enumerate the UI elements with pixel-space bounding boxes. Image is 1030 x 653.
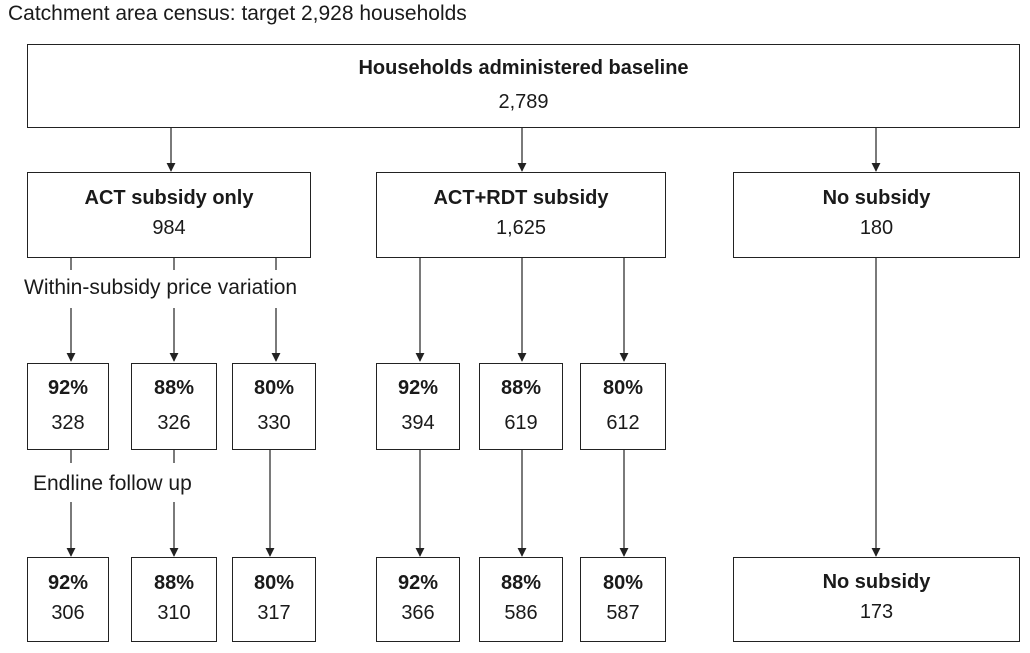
mid-pct: 80%: [602, 377, 644, 399]
baseline-count: 2,789: [498, 91, 549, 113]
end-no-subsidy-title: No subsidy: [822, 571, 931, 593]
mid-box: 80% 330: [232, 363, 316, 450]
end-box: 80% 317: [232, 557, 316, 642]
mid-box: 92% 328: [27, 363, 109, 450]
end-count: 306: [51, 602, 85, 624]
end-count: 317: [257, 602, 291, 624]
mid-count: 394: [401, 412, 435, 434]
arm-title: ACT+RDT subsidy: [433, 187, 609, 209]
end-pct: 88%: [500, 572, 542, 594]
diagram-title: Catchment area census: target 2,928 hous…: [8, 2, 467, 25]
arm-title: ACT subsidy only: [84, 187, 254, 209]
end-count: 587: [606, 602, 640, 624]
baseline-title: Households administered baseline: [358, 57, 689, 79]
arm-count: 1,625: [495, 217, 547, 239]
mid-box: 92% 394: [376, 363, 460, 450]
endline-label: Endline follow up: [31, 472, 194, 496]
arm-act-rdt-box: ACT+RDT subsidy 1,625: [376, 172, 666, 258]
end-box: 80% 587: [580, 557, 666, 642]
end-pct: 80%: [253, 572, 295, 594]
mid-pct: 92%: [47, 377, 89, 399]
mid-count: 619: [504, 412, 538, 434]
mid-pct: 88%: [153, 377, 195, 399]
arm-act-only-box: ACT subsidy only 984: [27, 172, 311, 258]
end-box: 88% 310: [131, 557, 217, 642]
end-pct: 88%: [153, 572, 195, 594]
mid-count: 328: [51, 412, 85, 434]
mid-box: 88% 619: [479, 363, 563, 450]
mid-pct: 88%: [500, 377, 542, 399]
mid-pct: 80%: [253, 377, 295, 399]
arm-count: 984: [152, 217, 186, 239]
end-box: 88% 586: [479, 557, 563, 642]
end-no-subsidy-box: No subsidy 173: [733, 557, 1020, 642]
end-box: 92% 366: [376, 557, 460, 642]
mid-box: 88% 326: [131, 363, 217, 450]
end-pct: 92%: [397, 572, 439, 594]
arm-count: 180: [859, 217, 894, 239]
mid-box: 80% 612: [580, 363, 666, 450]
mid-count: 330: [257, 412, 291, 434]
end-no-subsidy-count: 173: [859, 601, 894, 623]
mid-count: 612: [606, 412, 640, 434]
end-count: 366: [401, 602, 435, 624]
end-box: 92% 306: [27, 557, 109, 642]
arm-no-subsidy-box: No subsidy 180: [733, 172, 1020, 258]
end-count: 586: [504, 602, 538, 624]
baseline-box: Households administered baseline 2,789: [27, 44, 1020, 128]
arm-title: No subsidy: [822, 187, 931, 209]
end-pct: 80%: [602, 572, 644, 594]
end-count: 310: [157, 602, 191, 624]
mid-count: 326: [157, 412, 191, 434]
mid-pct: 92%: [397, 377, 439, 399]
price-variation-label: Within-subsidy price variation: [22, 276, 300, 300]
end-pct: 92%: [47, 572, 89, 594]
